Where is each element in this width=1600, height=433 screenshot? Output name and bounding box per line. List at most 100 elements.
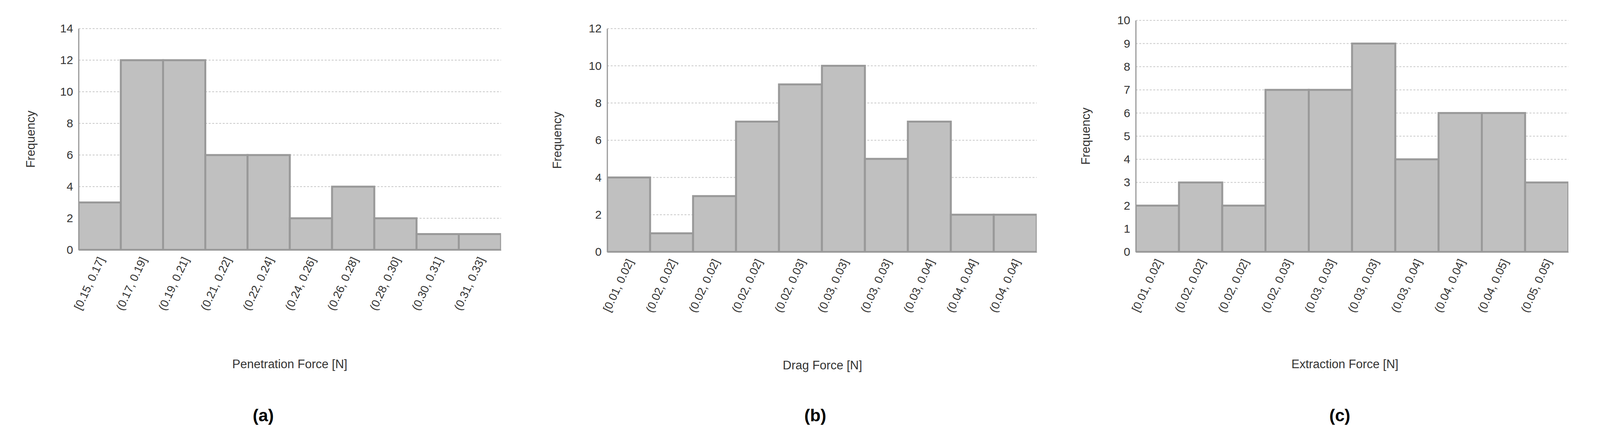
bar [950,214,994,252]
axis-line [78,28,80,251]
y-axis-title: Frequency [23,110,38,168]
tick-label: (0.22, 0.24] [240,255,276,313]
tick: (0.03, 0.04] [1388,251,1425,315]
panel-caption: (b) [804,405,827,425]
panel: 012345678910[0.01, 0.02](0.02, 0.02](0.0… [1078,13,1569,425]
tick: 6 [595,133,608,147]
tick-label: (0.02, 0.02] [1215,257,1252,315]
tick: (0.04, 0.04] [987,251,1023,315]
x-axis-title: Drag Force [N] [782,358,863,373]
tick-label: (0.04, 0.04] [1432,257,1468,315]
bar [458,234,501,250]
tick: 12 [588,21,608,35]
tick-label: [0.15, 0.17] [71,255,108,312]
tick: 10 [1117,13,1136,27]
grid-line [78,249,501,251]
grid-line [1135,251,1569,253]
tick-label: (0.03, 0.03] [815,257,851,315]
tick-label: (0.02, 0.02] [729,257,765,315]
tick-label: (0.04, 0.04] [944,257,980,315]
tick: (0.30, 0.31] [409,250,445,313]
tick: 9 [1123,37,1136,50]
tick-label: (0.02, 0.02] [686,257,722,315]
tick-label: (0.03, 0.04] [901,257,937,315]
tick: 8 [1123,60,1136,74]
y-axis-title: Frequency [1078,107,1093,165]
tick: (0.02, 0.02] [686,251,722,315]
tick-label: 12 [60,53,74,67]
x-axis: [0.01, 0.02](0.02, 0.02](0.02, 0.02](0.0… [600,251,1038,315]
x-axis-title: Extraction Force [N] [1291,357,1399,372]
tick: [0.01, 0.02] [600,251,636,314]
tick-label: 8 [1123,60,1131,74]
panel: 024681012[0.01, 0.02](0.02, 0.02](0.02, … [550,21,1037,425]
tick: (0.03, 0.03] [1301,251,1338,315]
panel-caption: (a) [252,405,274,425]
axis-line [78,249,502,251]
bar [1178,182,1223,252]
tick-label: [0.01, 0.02] [600,257,636,315]
tick: (0.02, 0.02] [1215,251,1252,315]
tick: (0.24, 0.26] [282,250,319,313]
bar [993,214,1037,252]
panel-caption: (c) [1329,405,1351,425]
tick-label: (0.26, 0.28] [325,255,361,313]
bars [607,65,1037,252]
bar [1351,43,1396,253]
tick-label: (0.05, 0.05] [1518,257,1554,315]
tick: 0 [66,243,79,257]
tick: 5 [1123,129,1136,143]
bar [120,60,163,250]
grid-line [607,28,1037,29]
axis-line [607,251,1038,253]
tick: 10 [588,59,608,73]
grid-line [607,251,1037,253]
tick-label: 8 [595,96,602,110]
tick: 12 [60,53,79,67]
tick-label: 12 [588,21,602,35]
tick-label: 6 [66,148,74,162]
tick: 8 [66,116,79,130]
tick: 4 [1123,152,1136,166]
bar [1438,112,1483,252]
tick-label: (0.02, 0.03] [1258,257,1295,315]
tick: (0.17, 0.19] [113,250,150,313]
tick: (0.05, 0.05] [1518,251,1554,315]
figure: 02468101214[0.15, 0.17](0.17, 0.19](0.19… [0,0,1600,433]
tick-label: 6 [595,133,602,147]
tick: 4 [595,171,608,184]
x-axis: [0.01, 0.02](0.02, 0.02](0.02, 0.02](0.0… [1129,251,1569,315]
tick-label: (0.02, 0.02] [1172,257,1208,315]
tick-label: 6 [1123,106,1131,120]
bar [1308,89,1352,252]
tick: 2 [1123,199,1136,213]
grid-line [78,28,501,29]
y-axis: 012345678910 [1117,13,1136,259]
bar [332,186,375,250]
bar [1222,205,1266,253]
tick-label: 1 [1123,222,1131,236]
tick-label: (0.21, 0.22] [198,255,234,313]
tick-label: 14 [60,21,74,35]
y-axis-title: Frequency [550,111,565,169]
tick: (0.19, 0.21] [155,250,192,313]
bar [374,218,417,250]
tick-label: (0.24, 0.26] [282,255,319,313]
grid [607,28,1037,252]
tick: (0.03, 0.04] [901,251,937,315]
x-axis-title: Penetration Force [N] [232,357,348,372]
tick: 8 [595,96,608,110]
tick-label: (0.31, 0.33] [451,255,488,313]
tick-label: (0.28, 0.30] [367,255,403,313]
bar [692,196,736,252]
tick: (0.04, 0.05] [1475,251,1511,315]
tick: 3 [1123,175,1136,189]
grid [1135,20,1569,252]
tick: (0.02, 0.02] [643,251,679,315]
tick: (0.03, 0.03] [858,251,894,315]
tick-label: (0.03, 0.04] [1388,257,1425,315]
tick: 6 [66,148,79,162]
tick-label: (0.04, 0.05] [1475,257,1511,315]
tick: (0.02, 0.02] [1172,251,1208,315]
tick-label: 10 [1117,13,1131,27]
